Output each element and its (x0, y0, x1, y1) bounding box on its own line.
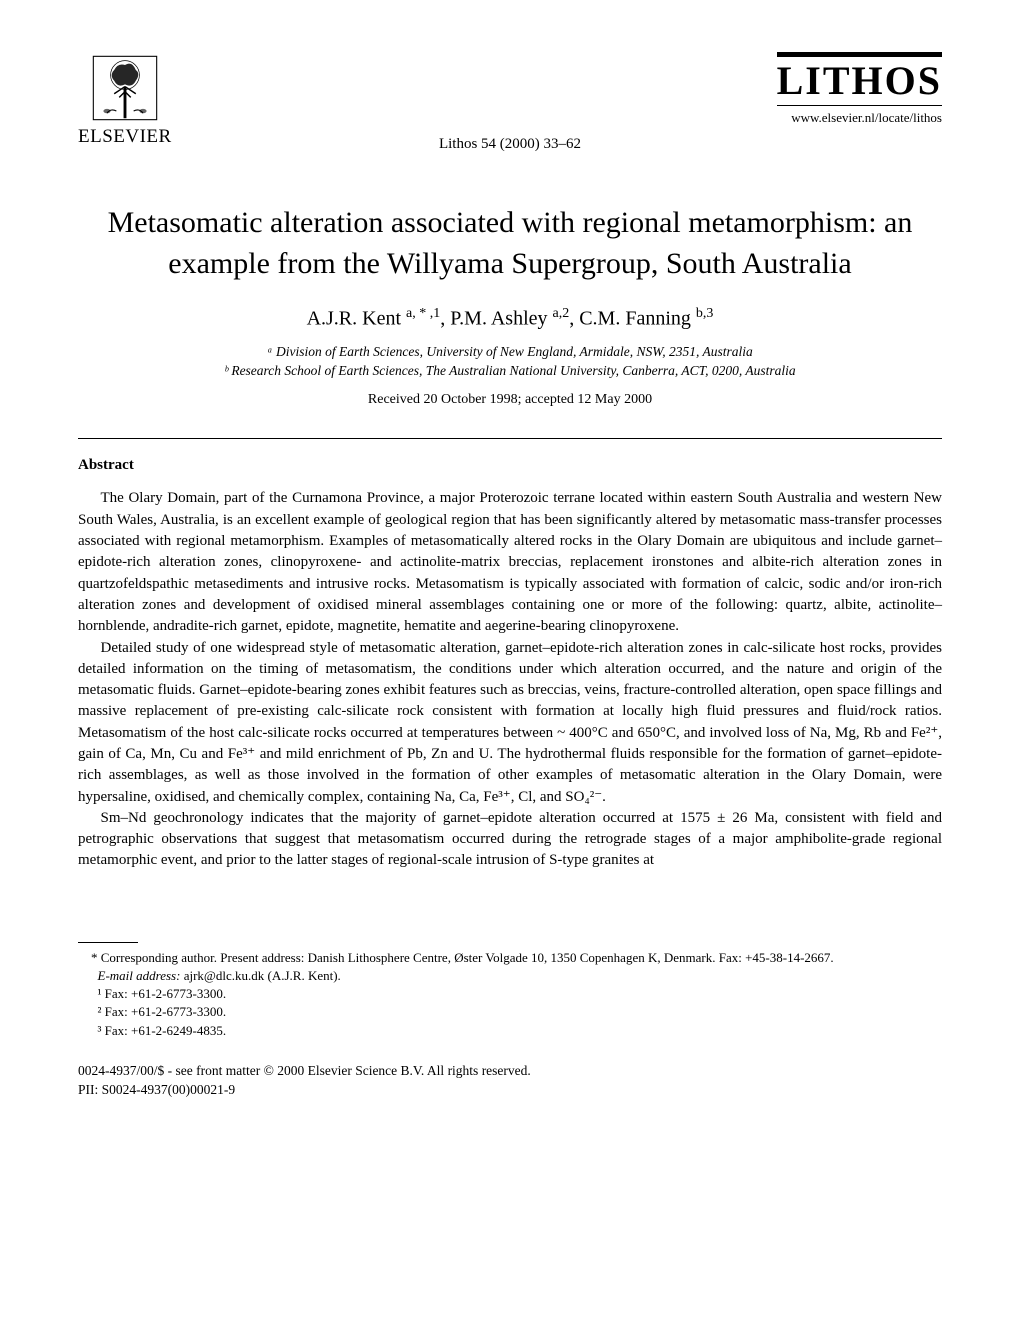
abstract-body: The Olary Domain, part of the Curnamona … (78, 488, 942, 871)
affiliations: ᵃ Division of Earth Sciences, University… (78, 343, 942, 381)
email-footnote: E-mail address: ajrk@dlc.ku.dk (A.J.R. K… (78, 967, 942, 985)
fax-footnote-1: ¹ Fax: +61-2-6773-3300. (78, 985, 942, 1003)
author-list: A.J.R. Kent a, * ,1, P.M. Ashley a,2, C.… (78, 306, 942, 331)
publisher-logo-block: ELSEVIER (78, 52, 172, 148)
abstract-paragraph: Sm–Nd geochronology indicates that the m… (78, 808, 942, 872)
copyright-block: 0024-4937/00/$ - see front matter © 2000… (78, 1062, 942, 1100)
affiliation-b: ᵇ Research School of Earth Sciences, The… (78, 362, 942, 381)
email-value: ajrk@dlc.ku.dk (A.J.R. Kent). (180, 968, 340, 983)
footnote-rule (78, 942, 138, 943)
abstract-paragraph: The Olary Domain, part of the Curnamona … (78, 488, 942, 637)
abstract-heading: Abstract (78, 457, 942, 474)
copyright-line: 0024-4937/00/$ - see front matter © 2000… (78, 1062, 942, 1081)
journal-name: LITHOS (777, 52, 942, 104)
pii-line: PII: S0024-4937(00)00021-9 (78, 1081, 942, 1100)
journal-citation: Lithos 54 (2000) 33–62 (78, 136, 942, 153)
elsevier-tree-icon (89, 52, 161, 124)
page-header: ELSEVIER LITHOS www.elsevier.nl/locate/l… (78, 52, 942, 148)
email-label: E-mail address: (98, 968, 181, 983)
fax-footnote-2: ² Fax: +61-2-6773-3300. (78, 1003, 942, 1021)
section-rule (78, 438, 942, 439)
received-dates: Received 20 October 1998; accepted 12 Ma… (78, 392, 942, 408)
journal-url: www.elsevier.nl/locate/lithos (791, 110, 942, 126)
corresponding-author-note: * Corresponding author. Present address:… (78, 949, 942, 967)
journal-logo-block: LITHOS www.elsevier.nl/locate/lithos (777, 52, 942, 126)
footnotes: * Corresponding author. Present address:… (78, 949, 942, 1040)
affiliation-a: ᵃ Division of Earth Sciences, University… (78, 343, 942, 362)
fax-footnote-3: ³ Fax: +61-2-6249-4835. (78, 1022, 942, 1040)
article-title: Metasomatic alteration associated with r… (78, 203, 942, 284)
publisher-name: ELSEVIER (78, 126, 172, 148)
journal-rule (777, 105, 942, 106)
abstract-paragraph: Detailed study of one widespread style o… (78, 638, 942, 808)
